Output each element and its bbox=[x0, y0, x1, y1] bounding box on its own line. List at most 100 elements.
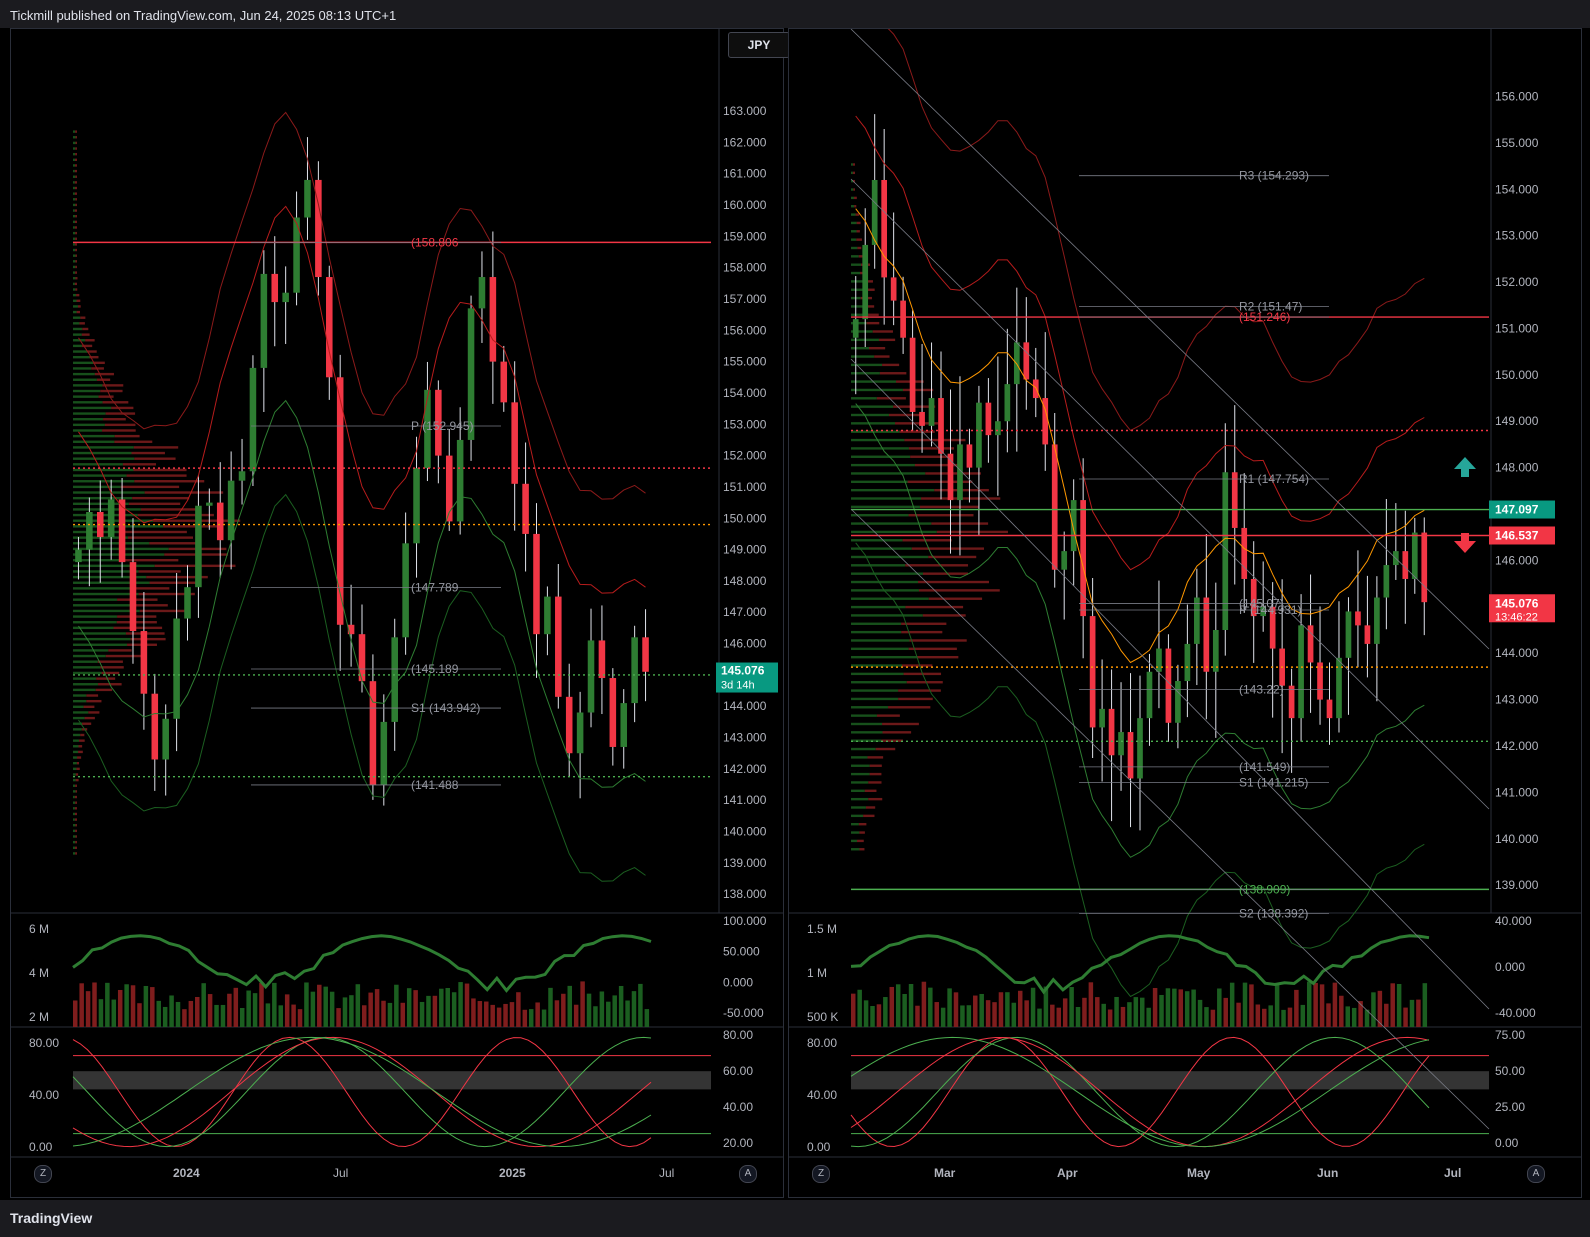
volume-bar-up bbox=[625, 1000, 630, 1027]
volume-profile-up bbox=[851, 530, 937, 534]
right-axis-tick: 25.00 bbox=[1495, 1100, 1525, 1114]
volume-profile-down bbox=[902, 388, 934, 392]
volume-bar-up bbox=[105, 982, 110, 1027]
volume-profile-down bbox=[908, 647, 957, 651]
candle-up bbox=[162, 718, 169, 760]
volume-bar-down bbox=[233, 987, 239, 1027]
candle-down bbox=[642, 637, 649, 672]
volume-bar-down bbox=[92, 982, 97, 1027]
volume-bar-up bbox=[940, 1007, 946, 1027]
volume-profile-up bbox=[73, 575, 147, 579]
momentum-line bbox=[850, 934, 1430, 995]
zoom-reset-button[interactable]: Z bbox=[34, 1165, 52, 1183]
volume-bar-up bbox=[1191, 989, 1196, 1027]
right-chart-pane[interactable]: R3 (154.293) R2 (151.47) (151.246) R1 (147.… bbox=[788, 28, 1582, 1198]
volume-profile-down bbox=[132, 496, 190, 500]
volume-profile-down bbox=[75, 136, 77, 139]
volume-bar-down bbox=[477, 1001, 483, 1027]
right-axis-tick: 0.000 bbox=[1495, 960, 1525, 974]
right-axis-tick: 40.000 bbox=[1495, 914, 1532, 928]
volume-profile-up bbox=[851, 672, 904, 676]
left-chart-svg[interactable]: (158.806 P (152.945) (147.789 (145.189 S1 (1… bbox=[11, 29, 783, 1197]
volume-profile-down bbox=[85, 339, 95, 342]
volume-profile-up bbox=[851, 246, 858, 250]
candle-up bbox=[456, 439, 464, 522]
volume-bar-up bbox=[278, 1005, 284, 1027]
volume-profile-down bbox=[882, 363, 900, 367]
volume-profile-up bbox=[851, 405, 894, 408]
volume-profile-down bbox=[872, 330, 893, 333]
candle-down bbox=[1108, 708, 1115, 756]
candle-down bbox=[358, 634, 366, 682]
volume-profile-up bbox=[73, 401, 103, 404]
candle-up bbox=[1099, 708, 1105, 728]
tradingview-logo[interactable]: TradingView bbox=[10, 1210, 93, 1226]
volume-bar-up bbox=[143, 985, 149, 1027]
volume-bar-up bbox=[214, 1004, 219, 1027]
volume-profile-down bbox=[74, 812, 77, 816]
upper-band-line bbox=[855, 115, 1425, 571]
oscillator-line bbox=[72, 1036, 652, 1148]
momentum-line bbox=[72, 934, 652, 993]
time-axis-tick: 2024 bbox=[173, 1166, 200, 1180]
volume-profile-down bbox=[76, 299, 81, 302]
volume-profile-up bbox=[73, 293, 77, 297]
right-chart-svg[interactable]: R3 (154.293) R2 (151.47)(151.246) R1 (147.… bbox=[789, 29, 1581, 1197]
right-axis-tick: 80.00 bbox=[723, 1028, 753, 1042]
oscillator-line bbox=[72, 1036, 652, 1147]
price-axis-tick: 146.000 bbox=[1495, 553, 1539, 567]
volume-profile-up bbox=[851, 764, 870, 767]
candle-up bbox=[544, 596, 551, 635]
volume-bar-up bbox=[528, 1009, 534, 1027]
volume-profile-down bbox=[907, 480, 973, 484]
pivot-label: (141.488 bbox=[411, 778, 459, 792]
volume-profile-up bbox=[73, 829, 76, 833]
price-tag-value: 146.537 bbox=[1495, 528, 1539, 542]
volume-profile-up bbox=[73, 711, 89, 714]
volume-bar-up bbox=[1364, 1009, 1370, 1027]
volume-profile-down bbox=[76, 293, 80, 297]
auto-scale-button-right[interactable]: A bbox=[1527, 1165, 1545, 1183]
volume-bar-down bbox=[851, 993, 856, 1027]
volume-profile-down bbox=[75, 237, 77, 240]
volume-bar-up bbox=[162, 1006, 168, 1027]
volume-bar-down bbox=[1249, 984, 1254, 1027]
volume-profile-up bbox=[73, 739, 80, 742]
volume-profile-down bbox=[74, 181, 77, 184]
volume-profile-up bbox=[851, 313, 864, 316]
volume-bar-down bbox=[580, 981, 585, 1027]
volume-profile-down bbox=[103, 418, 126, 421]
candle-down bbox=[118, 499, 126, 563]
volume-bar-down bbox=[490, 1004, 495, 1027]
volume-profile-down bbox=[74, 795, 77, 799]
volume-profile-up bbox=[851, 706, 889, 709]
candle-up bbox=[871, 179, 878, 245]
volume-profile-up bbox=[73, 231, 76, 235]
volume-bar-down bbox=[1326, 1003, 1331, 1027]
volume-profile-down bbox=[75, 147, 77, 150]
zoom-reset-button-right[interactable]: Z bbox=[812, 1165, 830, 1183]
candle-down bbox=[598, 640, 606, 679]
volume-profile-up bbox=[73, 654, 106, 658]
price-axis-tick: 155.000 bbox=[1495, 136, 1539, 150]
volume-profile-up bbox=[73, 141, 76, 145]
volume-profile-up bbox=[73, 316, 81, 319]
volume-profile-up bbox=[73, 705, 84, 709]
candle-up bbox=[1061, 551, 1068, 570]
right-axis-tick: 0.000 bbox=[723, 975, 753, 989]
volume-bar-down bbox=[1178, 989, 1184, 1027]
volume-profile-down bbox=[75, 840, 77, 844]
currency-label[interactable]: JPY bbox=[728, 32, 790, 58]
volume-profile-down bbox=[910, 455, 952, 458]
volume-profile-up bbox=[73, 581, 150, 584]
volume-profile-down bbox=[75, 835, 77, 838]
auto-scale-button[interactable]: A bbox=[739, 1165, 757, 1183]
volume-bar-down bbox=[1017, 990, 1023, 1027]
candle-up bbox=[862, 244, 869, 320]
candle-down bbox=[555, 596, 562, 697]
volume-profile-down bbox=[96, 677, 116, 680]
channel-line bbox=[850, 508, 1490, 1130]
volume-profile-up bbox=[851, 555, 929, 559]
left-chart-pane[interactable]: (158.806 P (152.945) (147.789 (145.189 S1 (1… bbox=[10, 28, 790, 1198]
volume-profile-down bbox=[105, 412, 136, 415]
